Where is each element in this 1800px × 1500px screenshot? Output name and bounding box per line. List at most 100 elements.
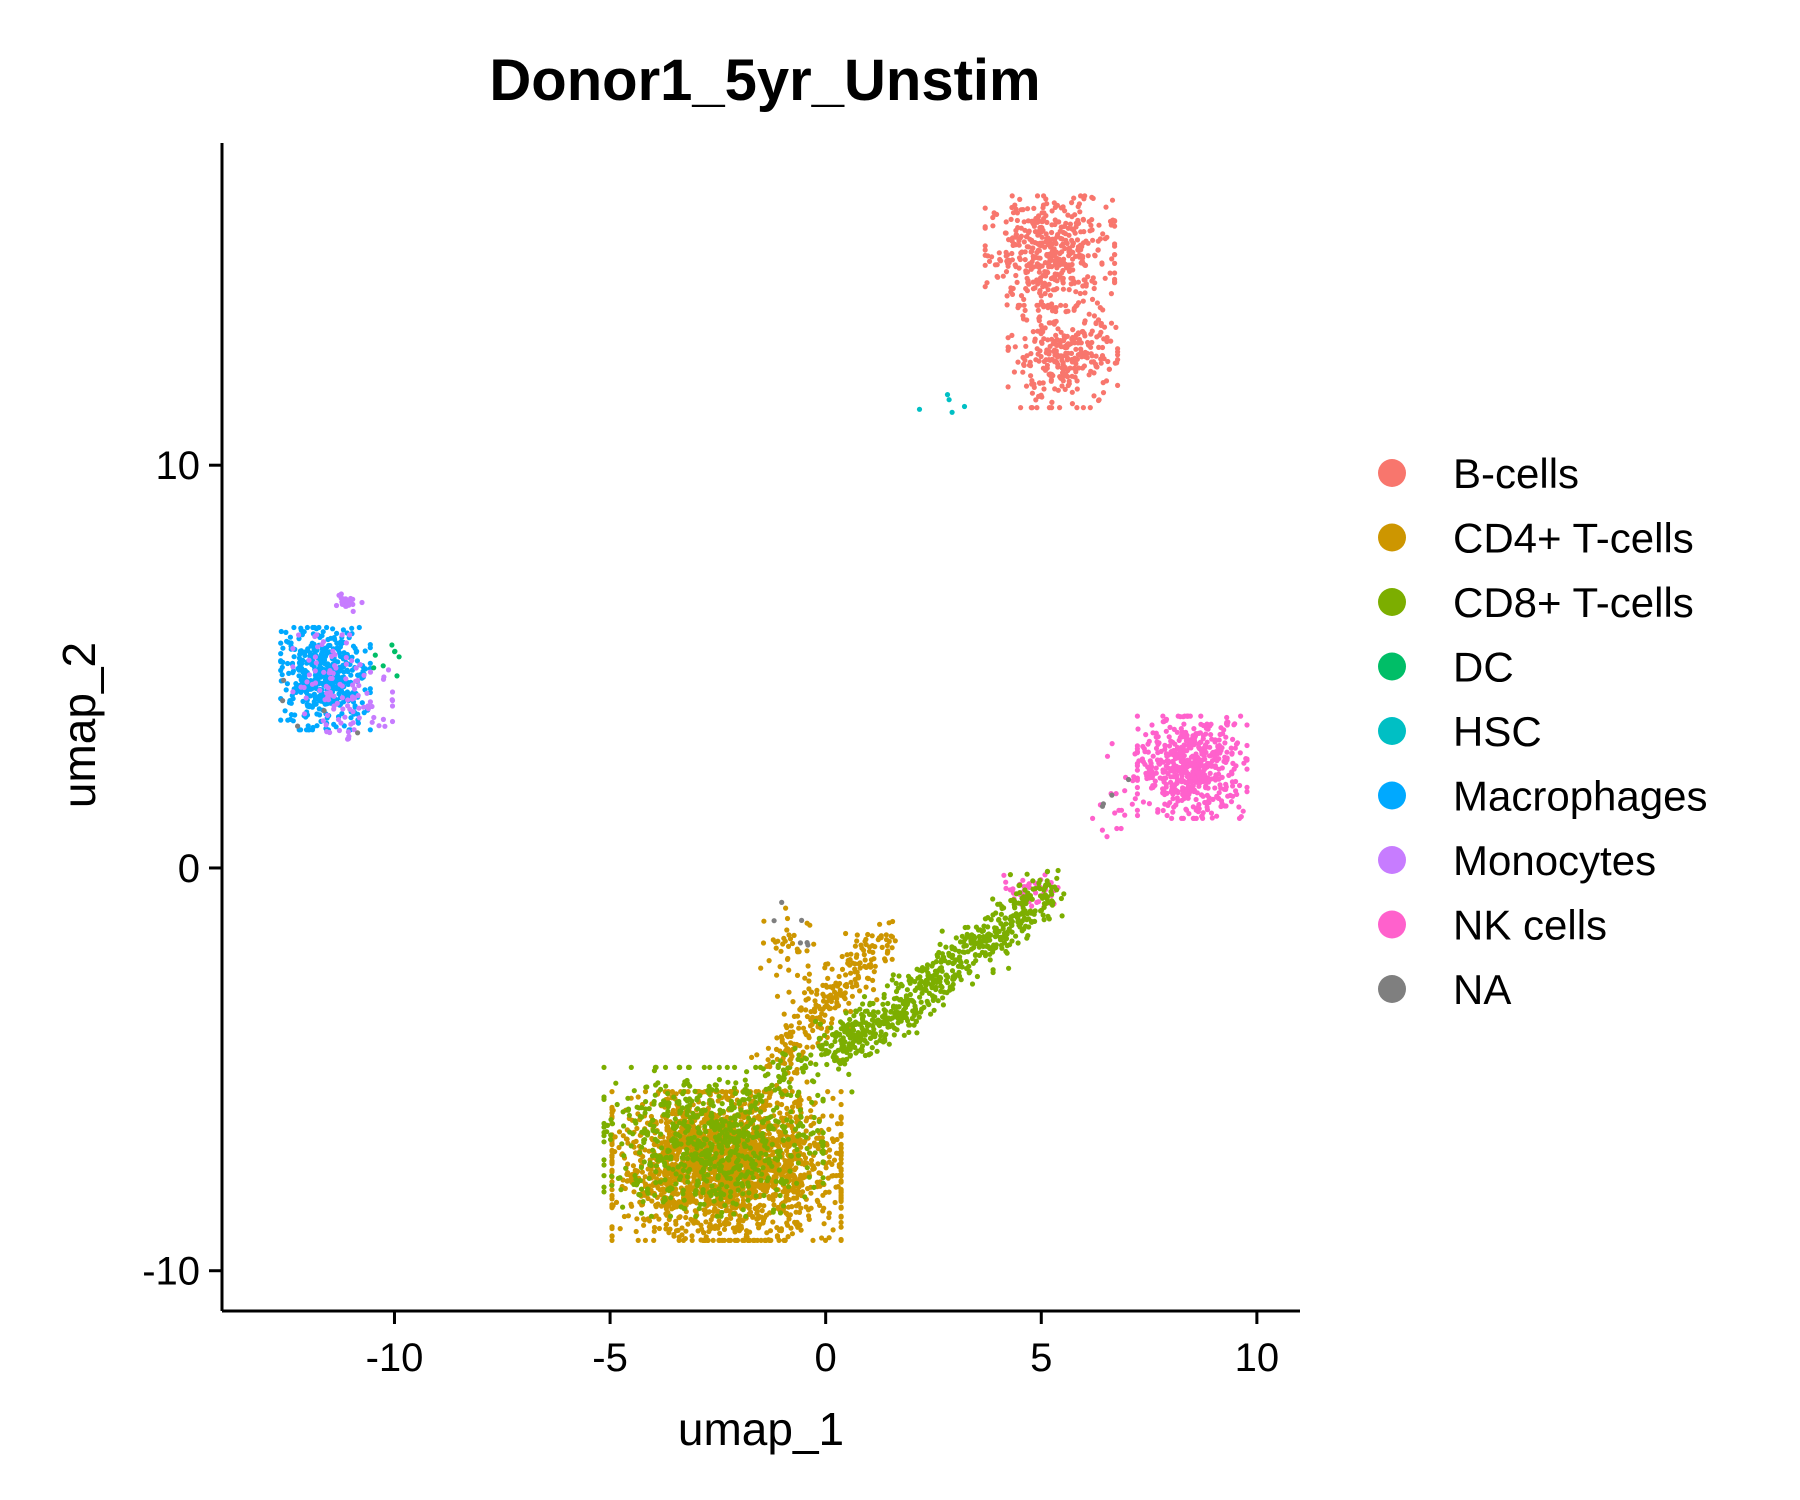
point-monocytes xyxy=(371,714,377,721)
point-b-cells xyxy=(1014,279,1020,285)
point-cd8-t-cells xyxy=(633,1120,639,1126)
point-cd8-t-cells xyxy=(722,1202,728,1208)
point-macrophages xyxy=(311,641,317,647)
point-macrophages xyxy=(356,624,362,631)
point-b-cells xyxy=(1054,265,1060,271)
point-hsc xyxy=(946,397,952,403)
point-nk-cells xyxy=(1221,758,1227,765)
point-b-cells xyxy=(997,256,1003,263)
point-cd4-t-cells xyxy=(815,1161,821,1167)
point-b-cells xyxy=(1100,307,1106,313)
point-cd4-t-cells xyxy=(879,944,885,951)
point-cd8-t-cells xyxy=(702,1123,708,1130)
point-cd8-t-cells xyxy=(774,1187,780,1193)
point-cd4-t-cells xyxy=(671,1233,677,1239)
point-macrophages xyxy=(352,645,358,652)
point-macrophages xyxy=(334,675,340,682)
point-cd4-t-cells xyxy=(683,1214,689,1221)
point-monocytes xyxy=(349,694,356,700)
point-cd4-t-cells xyxy=(795,1191,801,1198)
point-hsc xyxy=(949,409,955,415)
point-macrophages xyxy=(323,661,329,668)
point-cd8-t-cells xyxy=(780,1203,787,1209)
point-b-cells xyxy=(1091,313,1097,319)
point-cd8-t-cells xyxy=(731,1114,738,1120)
point-monocytes xyxy=(355,692,361,699)
point-nk-cells xyxy=(1232,745,1238,751)
point-cd4-t-cells xyxy=(740,1197,747,1203)
point-hsc xyxy=(916,406,923,412)
point-cd8-t-cells xyxy=(712,1082,718,1088)
point-b-cells xyxy=(1053,332,1059,338)
point-cd8-t-cells xyxy=(801,1132,807,1138)
point-cd4-t-cells xyxy=(689,1237,695,1243)
point-macrophages xyxy=(317,666,323,672)
point-cd8-t-cells xyxy=(609,1182,615,1188)
point-cd8-t-cells xyxy=(794,1146,800,1153)
point-cd4-t-cells xyxy=(620,1133,626,1139)
point-cd8-t-cells xyxy=(690,1156,696,1162)
point-b-cells xyxy=(1036,265,1042,271)
point-cd4-t-cells xyxy=(830,1173,836,1179)
point-cd8-t-cells xyxy=(707,1064,713,1070)
point-nk-cells xyxy=(1197,780,1203,786)
point-cd4-t-cells xyxy=(889,934,896,940)
point-macrophages xyxy=(367,727,373,733)
point-b-cells xyxy=(1059,354,1065,360)
point-monocytes xyxy=(313,660,319,666)
point-macrophages xyxy=(333,724,339,730)
point-dc xyxy=(371,665,377,671)
point-b-cells xyxy=(1049,336,1055,342)
point-b-cells xyxy=(1052,305,1058,311)
point-b-cells xyxy=(1020,369,1026,375)
point-cd8-t-cells xyxy=(750,1164,756,1170)
point-nk-cells xyxy=(1188,754,1194,760)
point-monocytes xyxy=(381,674,387,680)
point-cd8-t-cells xyxy=(727,1193,733,1200)
point-macrophages xyxy=(322,654,328,661)
point-cd8-t-cells xyxy=(788,1153,794,1159)
point-cd4-t-cells xyxy=(838,1089,844,1095)
point-nk-cells xyxy=(1214,813,1220,819)
point-b-cells xyxy=(1012,344,1018,350)
point-cd4-t-cells xyxy=(710,1224,716,1230)
point-cd8-t-cells xyxy=(773,1118,779,1124)
point-b-cells xyxy=(1039,340,1045,346)
point-nk-cells xyxy=(1188,745,1194,751)
point-cd8-t-cells xyxy=(686,1124,692,1130)
point-b-cells xyxy=(1074,386,1080,392)
point-cd4-t-cells xyxy=(769,1053,775,1059)
point-cd8-t-cells xyxy=(638,1210,645,1216)
point-cd4-t-cells xyxy=(623,1136,630,1142)
point-cd8-t-cells xyxy=(601,1184,607,1190)
point-cd8-t-cells xyxy=(678,1204,684,1210)
point-b-cells xyxy=(1057,405,1063,411)
point-macrophages xyxy=(305,646,311,652)
point-b-cells xyxy=(1038,322,1044,329)
point-nk-cells xyxy=(1160,790,1166,796)
point-cd8-t-cells xyxy=(681,1197,687,1203)
point-nk-cells xyxy=(1164,790,1170,796)
point-cd8-t-cells xyxy=(815,1092,821,1098)
point-cd4-t-cells xyxy=(758,1237,764,1243)
point-b-cells xyxy=(1069,401,1075,407)
point-cd4-t-cells xyxy=(802,1029,808,1035)
point-b-cells xyxy=(1032,338,1038,344)
point-nk-cells xyxy=(1134,807,1140,813)
point-cd8-t-cells xyxy=(782,1129,789,1135)
point-nk-cells xyxy=(1222,803,1228,809)
point-cd8-t-cells xyxy=(718,1158,724,1164)
point-cd8-t-cells xyxy=(692,1190,698,1196)
point-nk-cells xyxy=(1244,742,1250,749)
point-b-cells xyxy=(1049,399,1055,405)
point-nk-cells xyxy=(1033,890,1039,896)
point-cd4-t-cells xyxy=(802,1138,808,1144)
point-nk-cells xyxy=(1184,795,1190,801)
point-b-cells xyxy=(1060,286,1066,292)
point-b-cells xyxy=(1005,261,1011,267)
point-nk-cells xyxy=(1184,774,1190,780)
point-cd4-t-cells xyxy=(784,1173,791,1179)
point-macrophages xyxy=(298,648,304,654)
point-cd8-t-cells xyxy=(784,1117,790,1123)
